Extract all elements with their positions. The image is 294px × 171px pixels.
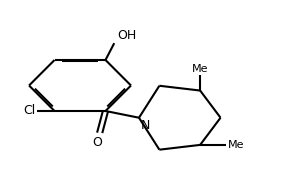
- Text: O: O: [92, 136, 102, 149]
- Text: OH: OH: [117, 29, 136, 42]
- Text: Me: Me: [192, 64, 208, 74]
- Text: Me: Me: [228, 140, 244, 150]
- Text: N: N: [141, 119, 150, 131]
- Text: Cl: Cl: [23, 104, 36, 117]
